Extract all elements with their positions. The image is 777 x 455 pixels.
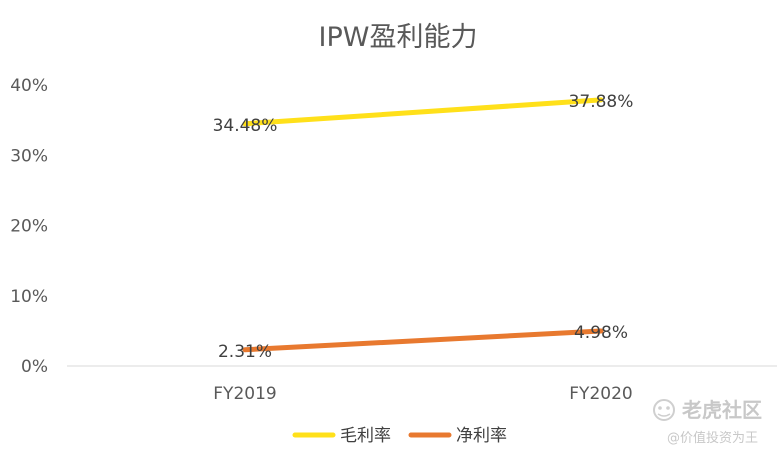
series-line-1 [242, 97, 604, 127]
legend: 毛利率 净利率 [292, 426, 507, 446]
watermark-sub-text: @价值投资为王 [667, 430, 758, 446]
series-line-2 [242, 328, 604, 353]
y-axis-tick-labels: 0% 10% 20% 30% 40% [10, 76, 48, 377]
legend-label: 毛利率 [340, 426, 391, 446]
data-label: 2.31% [218, 342, 272, 362]
y-tick-label: 0% [21, 357, 48, 377]
x-tick-label: FY2019 [213, 384, 276, 404]
data-label: 4.98% [574, 323, 628, 343]
tiger-community-logo-icon [653, 399, 675, 421]
y-tick-label: 40% [10, 76, 48, 96]
data-label: 37.88% [569, 92, 634, 112]
data-labels: 34.48% 37.88% 2.31% 4.98% [213, 92, 634, 362]
series-lines [242, 97, 604, 353]
watermark-main-text: 老虎社区 [682, 398, 762, 422]
x-tick-label: FY2020 [569, 384, 632, 404]
watermark: 老虎社区 @价值投资为王 [653, 398, 762, 446]
legend-label: 净利率 [456, 426, 507, 446]
y-tick-label: 10% [10, 287, 48, 307]
chart-title: IPW盈利能力 [319, 22, 478, 53]
data-label: 34.48% [213, 116, 278, 136]
y-tick-label: 20% [10, 217, 48, 237]
x-axis-tick-labels: FY2019 FY2020 [213, 384, 632, 404]
y-tick-label: 30% [10, 146, 48, 166]
